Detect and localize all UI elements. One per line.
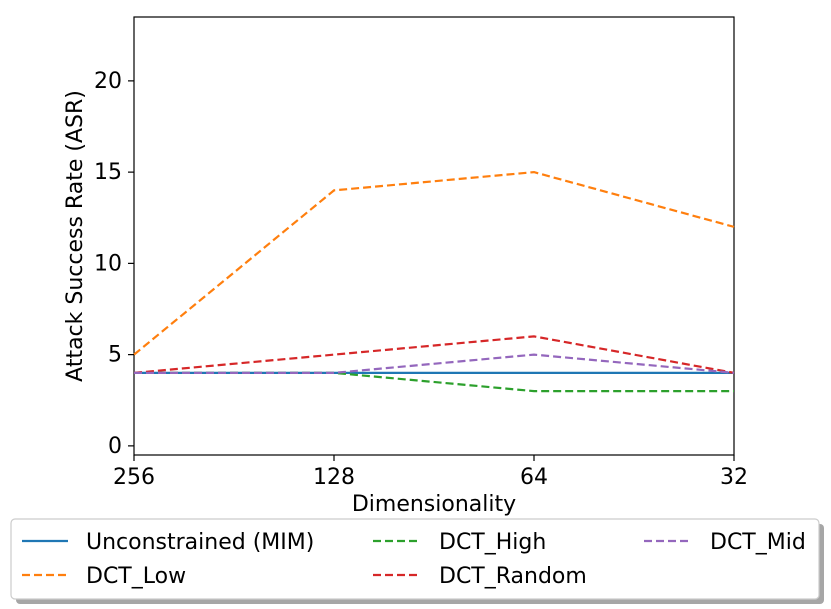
y-tick-label: 15 [94, 160, 122, 185]
legend-entry: DCT_Mid [644, 530, 806, 555]
legend-entry: DCT_Random [373, 564, 587, 589]
legend-label: Unconstrained (MIM) [86, 530, 314, 555]
legend-label: DCT_Low [86, 564, 186, 589]
plot-area [133, 16, 735, 456]
x-axis-label: Dimensionality [352, 492, 516, 517]
legend-entry: DCT_High [373, 530, 546, 555]
legend-entry: Unconstrained (MIM) [22, 530, 314, 555]
y-tick-label: 5 [108, 343, 122, 368]
x-tick-label: 64 [520, 465, 548, 490]
legend-entry: DCT_Low [22, 564, 186, 589]
legend: Unconstrained (MIM) DCT_Low DCT_High DCT… [10, 518, 824, 604]
y-tick-label: 0 [108, 434, 122, 459]
series-line-dct-random [133, 335, 735, 374]
y-tick-label: 20 [94, 69, 122, 94]
x-tick-label: 128 [313, 465, 355, 490]
series-line-dct-mid [134, 353, 735, 374]
x-tick-label: 32 [720, 465, 748, 490]
y-axis-label: Attack Success Rate (ASR) [63, 90, 88, 382]
legend-frame [10, 518, 820, 600]
y-tick-label: 10 [94, 251, 122, 276]
legend-label: DCT_Mid [710, 530, 806, 555]
x-tick-label: 256 [113, 465, 155, 490]
legend-label: DCT_High [439, 530, 546, 555]
legend-label: DCT_Random [439, 564, 587, 589]
